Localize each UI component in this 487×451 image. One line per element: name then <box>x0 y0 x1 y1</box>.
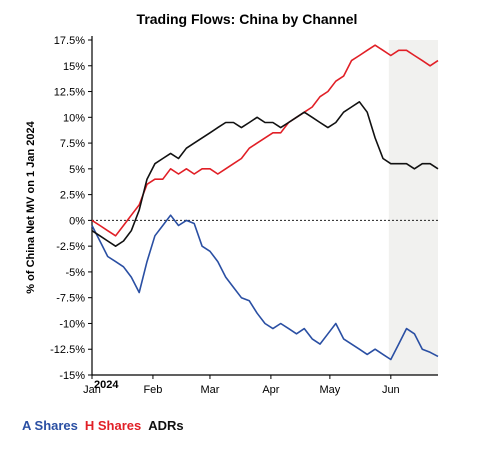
year-note: 2024 <box>94 379 119 391</box>
legend-entry: A Shares <box>22 418 78 433</box>
plot-frame <box>91 36 438 376</box>
y-tick-label: 10% <box>63 112 85 124</box>
y-tick-label: -7.5% <box>56 293 85 305</box>
x-tick-label: Feb <box>143 384 162 396</box>
y-tick-label: 2.5% <box>60 190 85 202</box>
legend: A Shares H Shares ADRs <box>22 418 184 433</box>
shaded-region <box>388 40 438 375</box>
y-tick-label: 5% <box>69 164 85 176</box>
series-line <box>91 44 439 237</box>
series-line <box>91 214 439 361</box>
y-tick-label: -2.5% <box>56 241 85 253</box>
y-tick-label: 17.5% <box>54 35 85 47</box>
series-line <box>91 101 439 247</box>
y-tick-label: -12.5% <box>50 344 85 356</box>
x-tick-label: Mar <box>200 384 219 396</box>
y-tick-label: 0% <box>69 215 85 227</box>
x-tick-label: Apr <box>262 384 279 396</box>
y-tick-label: -15% <box>59 370 85 382</box>
y-tick-label: -10% <box>59 318 85 330</box>
y-axis-label: % of China Net MV on 1 Jan 2024 <box>25 120 37 293</box>
series-group <box>91 44 439 361</box>
y-tick-label: 12.5% <box>54 87 85 99</box>
x-tick-label: May <box>319 384 340 396</box>
x-axis: Jan Feb Mar Apr May Jun <box>83 375 400 396</box>
y-axis: 17.5% 15% 12.5% 10% 7.5% 5% 2.5% 0% -2.5% -5% -7.5… <box>50 35 92 382</box>
legend-entry: H Shares <box>85 418 141 433</box>
x-tick-label: Jun <box>382 384 400 396</box>
legend-entry: ADRs <box>148 418 183 433</box>
y-tick-label: 7.5% <box>60 138 85 150</box>
x-tick-label: Jan <box>83 384 101 396</box>
chart-title: Trading Flows: China by Channel <box>137 11 358 27</box>
y-tick-label: -5% <box>65 267 85 279</box>
y-tick-label: 15% <box>63 61 85 73</box>
